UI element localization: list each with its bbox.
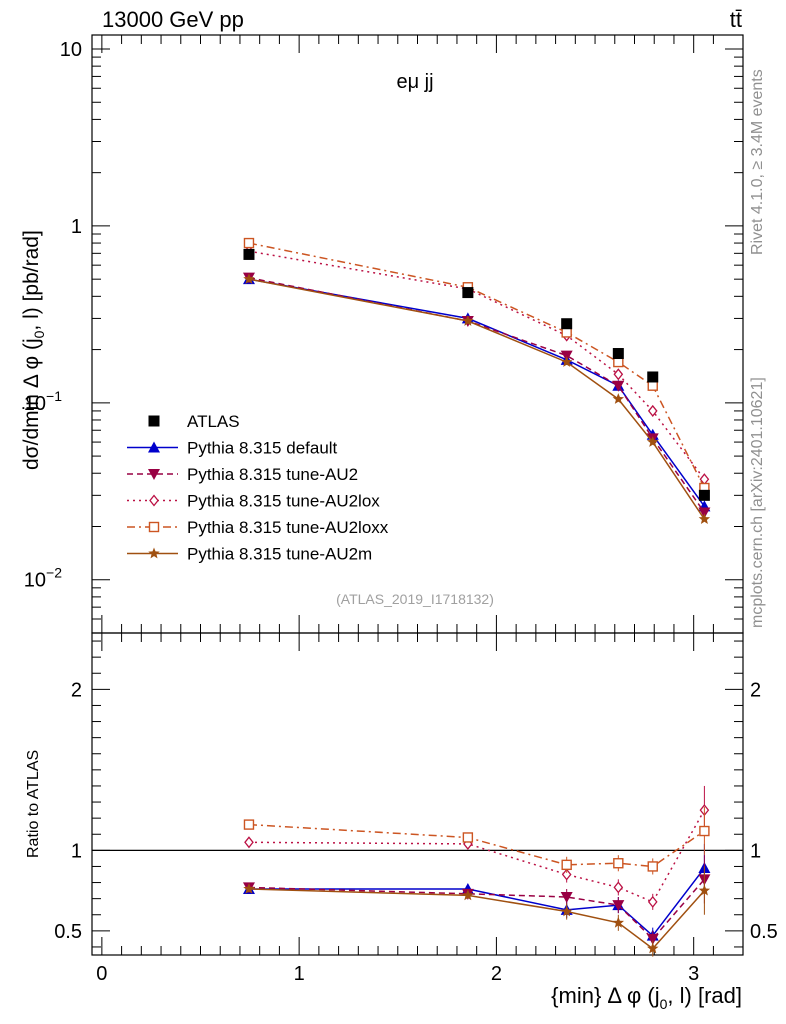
series-point bbox=[613, 368, 624, 381]
ratio-point bbox=[462, 832, 474, 843]
ratio-y-tick-label-right: 0.5 bbox=[750, 921, 778, 943]
series-point bbox=[462, 315, 474, 326]
series-line-3 bbox=[248, 242, 706, 489]
ratio-y-tick-label: 2 bbox=[71, 679, 82, 701]
y-tick-label: 10−1 bbox=[24, 388, 62, 415]
series-point bbox=[612, 393, 624, 404]
ratio-point bbox=[561, 859, 572, 871]
ratio-point bbox=[561, 905, 573, 917]
series-point bbox=[612, 380, 625, 392]
rivet-label: Rivet 4.1.0, ≥ 3.4M events bbox=[749, 69, 766, 255]
series-point bbox=[243, 273, 255, 284]
legend-label: Pythia 8.315 default bbox=[187, 439, 338, 458]
tick-labels: 0 1 2 3 10 1 10−1 10−2 2 2 1 1 0.5 0.5 bbox=[24, 39, 778, 985]
main-panel-frame bbox=[91, 34, 744, 634]
ratio-y-tick-label: 1 bbox=[71, 840, 82, 862]
mcplots-label: mcplots.cern.ch [arXiv:2401.10621] bbox=[749, 377, 766, 628]
ratio-point bbox=[699, 825, 710, 837]
x-tick-label: 3 bbox=[688, 963, 699, 985]
y-tick-label: 10−2 bbox=[24, 565, 62, 592]
ratio-line-3 bbox=[248, 823, 705, 868]
ratio-y-tick-label: 0.5 bbox=[54, 921, 82, 943]
ratio-point bbox=[243, 819, 255, 830]
ratio-point bbox=[612, 900, 625, 912]
ratio-point bbox=[613, 858, 624, 869]
ratio-point bbox=[647, 895, 658, 908]
legend-label: Pythia 8.315 tune-AU2lox bbox=[187, 492, 380, 511]
ratio-y-tick-label-right: 2 bbox=[750, 679, 761, 701]
legend-label: Pythia 8.315 tune-AU2loxx bbox=[187, 518, 389, 537]
atlas-point bbox=[612, 348, 624, 360]
ratio-line-1 bbox=[248, 878, 705, 940]
ratio-point bbox=[613, 881, 624, 894]
atlas-point bbox=[462, 287, 474, 299]
legend-marker bbox=[148, 547, 160, 559]
series-point bbox=[647, 404, 658, 417]
analysis-tag: (ATLAS_2019_I1718132) bbox=[336, 591, 494, 607]
series-line-4 bbox=[248, 278, 706, 520]
main-series-layer bbox=[242, 237, 711, 524]
ratio-panel-frame bbox=[91, 632, 744, 956]
x-tick-label: 1 bbox=[294, 963, 305, 985]
ratio-point bbox=[646, 933, 659, 945]
ratio-line-4 bbox=[248, 888, 705, 950]
y-tick-label: 10 bbox=[60, 39, 82, 61]
process-label: tt̄ bbox=[730, 7, 742, 32]
series-point bbox=[560, 350, 573, 362]
ratio-line-2 bbox=[248, 809, 706, 903]
axis-ticks bbox=[92, 35, 743, 955]
series-point bbox=[243, 237, 255, 249]
ratio-point bbox=[560, 892, 573, 904]
x-axis-label: {min} Δ φ (j0, l) [rad] bbox=[551, 983, 742, 1012]
ratio-point bbox=[612, 916, 624, 928]
ratio-point bbox=[243, 883, 255, 894]
x-tick-label: 2 bbox=[491, 963, 502, 985]
ratio-point bbox=[561, 868, 572, 881]
atlas-point bbox=[698, 489, 710, 501]
legend-label-atlas: ATLAS bbox=[187, 412, 240, 431]
series-point bbox=[647, 380, 658, 391]
ratio-point bbox=[462, 889, 474, 901]
legend-marker bbox=[149, 494, 159, 507]
ratio-axis-label: Ratio to ATLAS bbox=[25, 750, 42, 858]
legend-marker bbox=[148, 469, 160, 480]
ratio-point bbox=[244, 836, 254, 849]
atlas-point bbox=[647, 371, 659, 383]
legend-marker bbox=[148, 441, 160, 453]
legend-marker-atlas bbox=[148, 415, 160, 427]
y-axis-label: dσ/dmin Δ φ (j0, l) [pb/rad] bbox=[20, 230, 47, 470]
series-point bbox=[561, 327, 572, 338]
atlas-point bbox=[243, 248, 255, 260]
energy-label: 13000 GeV pp bbox=[102, 7, 244, 32]
legend-label: Pythia 8.315 tune-AU2m bbox=[187, 545, 372, 564]
series-line-0 bbox=[248, 278, 706, 507]
legend-label: Pythia 8.315 tune-AU2 bbox=[187, 465, 358, 484]
ratio-line-0 bbox=[249, 867, 705, 937]
ratio-series-layer bbox=[242, 785, 711, 957]
ratio-point bbox=[647, 942, 659, 954]
series-point bbox=[698, 507, 711, 519]
ratio-point bbox=[698, 884, 711, 896]
series-point bbox=[698, 513, 711, 524]
ratio-y-tick-label-right: 1 bbox=[750, 840, 761, 862]
series-point bbox=[647, 436, 659, 447]
series-point bbox=[561, 356, 573, 367]
x-tick-label: 0 bbox=[96, 963, 107, 985]
atlas-point bbox=[561, 318, 573, 330]
y-tick-label: 1 bbox=[71, 216, 82, 238]
ratio-point bbox=[647, 861, 658, 872]
legend: ATLAS Pythia 8.315 default Pythia 8.315 tu… bbox=[127, 412, 389, 564]
legend-marker bbox=[148, 521, 160, 533]
chart-title: eμ jj bbox=[396, 71, 433, 93]
